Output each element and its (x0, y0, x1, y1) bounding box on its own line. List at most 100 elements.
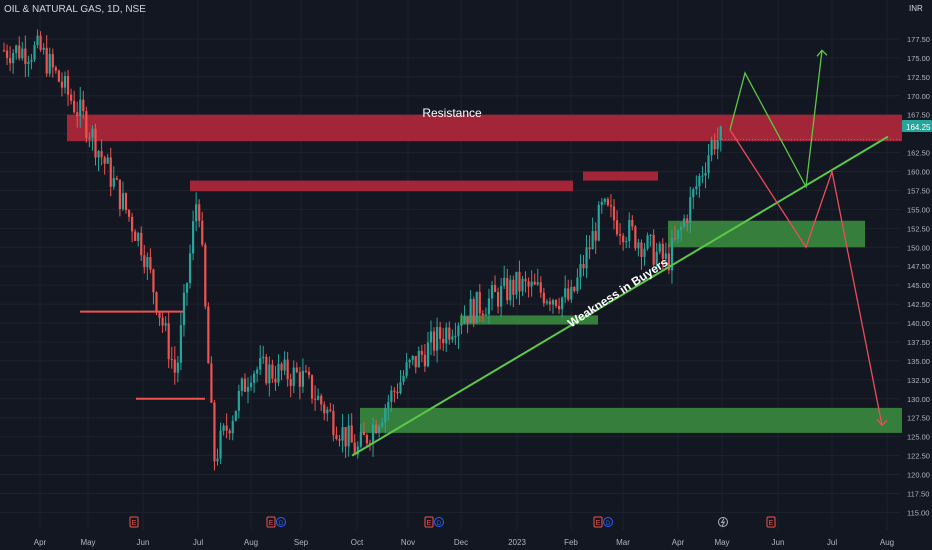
candle-up (643, 248, 646, 257)
candle-down (127, 209, 131, 217)
candle-down (609, 205, 613, 207)
candle-up (628, 219, 631, 242)
candle-up (503, 277, 506, 286)
price-axis[interactable]: 115.00 117.50 120.00 122.50 125.00 127.50 130.… (907, 35, 930, 517)
price-tick-label: 115.00 (907, 508, 929, 517)
price-tick-label: 132.50 (907, 376, 930, 385)
candle-up (426, 342, 430, 367)
candle-up (253, 373, 256, 383)
candle-down (198, 204, 201, 221)
candle-down (606, 198, 609, 206)
time-tick-label: Jul (827, 538, 837, 547)
candle-up (42, 47, 45, 50)
symbol-label[interactable]: OIL & NATURAL GAS, 1D, NSE (4, 4, 146, 15)
candle-down (335, 435, 338, 440)
price-tick-label: 120.00 (907, 471, 930, 480)
candle-up (536, 282, 539, 285)
candle-down (661, 243, 664, 259)
earnings-icon-letter: E (269, 520, 274, 527)
candle-up (240, 378, 243, 391)
candle-down (213, 402, 216, 462)
candle-up (600, 201, 603, 205)
candle-up (48, 54, 51, 74)
candle-down (573, 287, 576, 292)
price-tick-label: 172.50 (907, 73, 930, 82)
time-tick-label: May (80, 538, 95, 547)
candle-up (576, 277, 579, 292)
candle-up (545, 301, 548, 304)
candle-up (429, 331, 433, 343)
candle-down (594, 230, 597, 241)
candle-up (500, 285, 503, 307)
candle-up (30, 59, 33, 62)
time-axis[interactable]: Apr May Jun Jul Aug Sep Oct Nov Dec 2023 Feb Mar Apr… (34, 538, 894, 547)
candle-up (399, 381, 402, 394)
candle-down (686, 218, 689, 223)
candle-down (94, 128, 97, 158)
candle-down (118, 179, 121, 210)
candle-down (18, 45, 21, 59)
candle-down (533, 281, 536, 285)
candle-down (365, 435, 369, 444)
candle-down (201, 220, 204, 245)
last-price-badge (902, 120, 932, 132)
candle-up (646, 235, 649, 249)
candle-down (210, 363, 213, 403)
candle-down (60, 81, 64, 88)
candle-up (490, 285, 494, 299)
candle-up (237, 390, 240, 411)
candle-up (356, 446, 359, 455)
time-tick-label: Jun (772, 538, 785, 547)
price-tick-label: 145.00 (907, 281, 930, 290)
candle-up (579, 264, 582, 278)
candle-up (249, 382, 253, 388)
candle-up (231, 420, 234, 434)
candle-up (707, 155, 710, 174)
earnings-icon-letter: E (769, 520, 774, 527)
candle-up (390, 390, 393, 402)
candle-up (487, 298, 491, 315)
dividend-icon (603, 517, 613, 527)
candle-up (655, 251, 658, 265)
candle-down (274, 378, 277, 383)
candle-up (591, 230, 594, 250)
price-tick-label: 140.00 (907, 319, 930, 328)
candle-down (103, 157, 106, 164)
candle-down (51, 54, 54, 68)
candle-up (381, 422, 384, 427)
candle-down (362, 431, 365, 436)
price-tick-label: 155.00 (907, 205, 930, 214)
candle-up (277, 363, 280, 383)
candle-up (262, 356, 265, 359)
candle-up (91, 128, 94, 138)
price-tick-label: 135.00 (907, 357, 930, 366)
bearish-projection (729, 129, 883, 426)
price-tick-label: 137.50 (907, 338, 930, 347)
lightning-glyph (720, 518, 726, 527)
candle-down (472, 299, 475, 324)
candle-down (54, 67, 57, 71)
candle-up (137, 232, 140, 241)
candle-down (524, 278, 527, 282)
candle-up (408, 359, 411, 363)
price-tick-label: 130.00 (907, 395, 930, 404)
candle-up (509, 279, 512, 301)
candle-down (140, 232, 143, 256)
resistance-zone (190, 180, 573, 192)
candle-down (539, 282, 542, 293)
candle-up (664, 253, 667, 259)
candle-up (637, 242, 640, 249)
candle-up (176, 362, 179, 373)
candle-down (307, 371, 311, 376)
candle-down (420, 350, 423, 355)
price-tick-label: 170.00 (907, 92, 930, 101)
candle-down (527, 281, 530, 287)
candle-down (298, 372, 301, 387)
candle-down (2, 50, 6, 52)
candle-down (158, 312, 161, 318)
candle-up (649, 234, 652, 236)
support-zone (360, 407, 902, 433)
resistance-label: Resistance (422, 106, 482, 120)
